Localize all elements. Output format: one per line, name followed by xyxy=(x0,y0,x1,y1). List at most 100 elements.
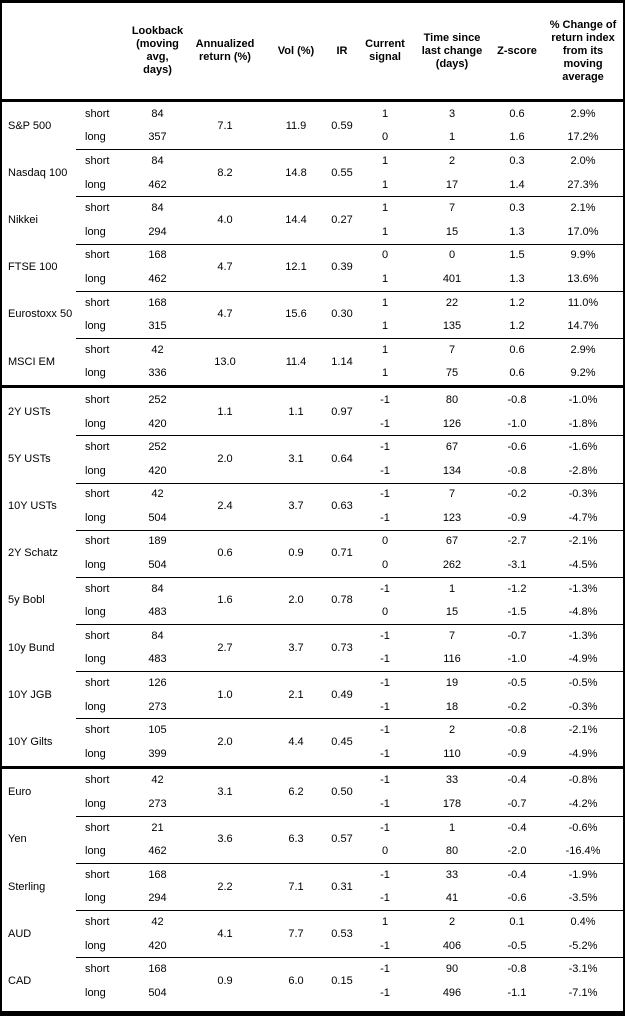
current-signal-value: -1 xyxy=(380,963,390,976)
zscore-value: -0.6 xyxy=(507,441,527,454)
current-signal-value: -1 xyxy=(380,821,390,834)
asset-group: 5Y USTs 2.0 3.1 0.64 short 252 -1 67 -0.6 -1.6% lo… xyxy=(2,435,623,482)
header-lookback: Lookback (moving avg, days) xyxy=(131,25,184,76)
current-signal-value: 1 xyxy=(381,202,389,215)
pct-change-value: -1.9% xyxy=(568,868,598,881)
horizon-label: short xyxy=(85,629,110,642)
ir-value: 0.59 xyxy=(331,119,353,132)
zscore-value: -0.8 xyxy=(507,393,527,406)
table-section-equities: S&P 500 7.1 11.9 0.59 short 84 1 3 0.6 2.9% long 35… xyxy=(2,102,623,385)
ir-value: 0.71 xyxy=(331,547,353,560)
current-signal-value: -1 xyxy=(380,798,390,811)
current-signal-value: -1 xyxy=(380,629,390,642)
zscore-value: -2.7 xyxy=(507,535,527,548)
ir-value: 0.30 xyxy=(331,308,353,321)
lookback-value: 168 xyxy=(148,249,167,262)
zscore-value: -1.0 xyxy=(507,417,527,430)
zscore-value: -1.2 xyxy=(507,582,527,595)
asset-group: 10y Bund 2.7 3.7 0.73 short 84 -1 7 -0.7 -1.3% lon… xyxy=(2,624,623,671)
lookback-value: 420 xyxy=(148,417,167,430)
lookback-value: 168 xyxy=(148,296,167,309)
current-signal-value: -1 xyxy=(380,511,390,524)
pct-change-value: -2.8% xyxy=(568,464,598,477)
lookback-value: 462 xyxy=(148,272,167,285)
current-signal-value: -1 xyxy=(380,677,390,690)
asset-group: CAD 0.9 6.0 0.15 short 168 -1 90 -0.8 -3.1% long 50… xyxy=(2,957,623,1004)
header-annualized-return: Annualized return (%) xyxy=(195,38,255,63)
header-pct-change-from-ma: % Change of return index from its moving… xyxy=(549,18,617,83)
vol-value: 12.1 xyxy=(285,261,307,274)
lookback-value: 168 xyxy=(148,868,167,881)
lookback-value: 462 xyxy=(148,845,167,858)
current-signal-value: 1 xyxy=(381,178,389,191)
pct-change-value: 9.2% xyxy=(570,367,596,380)
current-signal-value: 0 xyxy=(381,535,389,548)
ir-value: 0.49 xyxy=(331,688,353,701)
horizon-label: long xyxy=(85,178,106,191)
ir-value: 0.45 xyxy=(331,736,353,749)
time-since-change-value: 41 xyxy=(445,892,459,905)
pct-change-value: 0.4% xyxy=(570,915,596,928)
lookback-value: 483 xyxy=(148,606,167,619)
pct-change-value: -0.8% xyxy=(568,774,598,787)
asset-name: Yen xyxy=(8,833,27,846)
current-signal-value: 1 xyxy=(381,320,389,333)
table-section-bonds: 2Y USTs 1.1 1.1 0.97 short 252 -1 80 -0.8 -1.0% lo… xyxy=(2,385,623,766)
current-signal-value: 1 xyxy=(381,225,389,238)
horizon-label: short xyxy=(85,868,110,881)
annualized-return-value: 1.0 xyxy=(217,688,233,701)
time-since-change-value: 17 xyxy=(445,178,459,191)
current-signal-value: -1 xyxy=(380,582,390,595)
horizon-label: long xyxy=(85,272,106,285)
asset-name: 10Y JGB xyxy=(8,688,52,701)
ir-value: 0.73 xyxy=(331,641,353,654)
time-since-change-value: 19 xyxy=(445,677,459,690)
annualized-return-value: 4.0 xyxy=(217,213,233,226)
current-signal-value: -1 xyxy=(380,653,390,666)
annualized-return-value: 2.4 xyxy=(217,500,233,513)
lookback-value: 273 xyxy=(148,700,167,713)
pct-change-value: -0.6% xyxy=(568,821,598,834)
zscore-value: -1.1 xyxy=(507,986,527,999)
current-signal-value: 1 xyxy=(381,915,389,928)
asset-group: 2Y USTs 1.1 1.1 0.97 short 252 -1 80 -0.8 -1.0% lo… xyxy=(2,388,623,435)
horizon-label: long xyxy=(85,606,106,619)
ir-value: 0.78 xyxy=(331,594,353,607)
current-signal-value: 1 xyxy=(381,367,389,380)
asset-name: MSCI EM xyxy=(8,355,56,368)
vol-value: 6.0 xyxy=(288,974,304,987)
zscore-value: 0.6 xyxy=(509,367,525,380)
asset-name: Sterling xyxy=(8,880,46,893)
lookback-value: 399 xyxy=(148,747,167,760)
asset-name: CAD xyxy=(8,974,32,987)
header-ir: IR xyxy=(336,44,348,57)
horizon-label: short xyxy=(85,774,110,787)
time-since-change-value: 75 xyxy=(445,367,459,380)
asset-group: 10Y JGB 1.0 2.1 0.49 short 126 -1 19 -0.5 -0.5% lo… xyxy=(2,671,623,718)
horizon-label: long xyxy=(85,225,106,238)
current-signal-value: -1 xyxy=(380,464,390,477)
asset-group: 10Y Gilts 2.0 4.4 0.45 short 105 -1 2 -0.8 -2.1% l… xyxy=(2,718,623,765)
zscore-value: 0.3 xyxy=(509,154,525,167)
asset-name: Nikkei xyxy=(8,213,38,226)
pct-change-value: -1.0% xyxy=(568,393,598,406)
asset-group: S&P 500 7.1 11.9 0.59 short 84 1 3 0.6 2.9% long 35… xyxy=(2,102,623,149)
horizon-label: short xyxy=(85,724,110,737)
pct-change-value: 17.2% xyxy=(567,131,599,144)
vol-value: 7.1 xyxy=(288,880,304,893)
pct-change-value: -2.1% xyxy=(568,724,598,737)
time-since-change-value: 496 xyxy=(442,986,462,999)
table-header-row: Lookback (moving avg, days) Annualized r… xyxy=(2,3,623,102)
annualized-return-value: 1.6 xyxy=(217,594,233,607)
vol-value: 3.7 xyxy=(288,641,304,654)
current-signal-value: -1 xyxy=(380,774,390,787)
ir-value: 0.57 xyxy=(331,833,353,846)
pct-change-value: -4.5% xyxy=(568,559,598,572)
horizon-label: long xyxy=(85,464,106,477)
vol-value: 2.1 xyxy=(288,688,304,701)
annualized-return-value: 0.9 xyxy=(217,974,233,987)
horizon-label: long xyxy=(85,845,106,858)
time-since-change-value: 110 xyxy=(443,747,461,760)
horizon-label: short xyxy=(85,535,110,548)
asset-group: 5y Bobl 1.6 2.0 0.78 short 84 -1 1 -1.2 -1.3% long… xyxy=(2,576,623,624)
